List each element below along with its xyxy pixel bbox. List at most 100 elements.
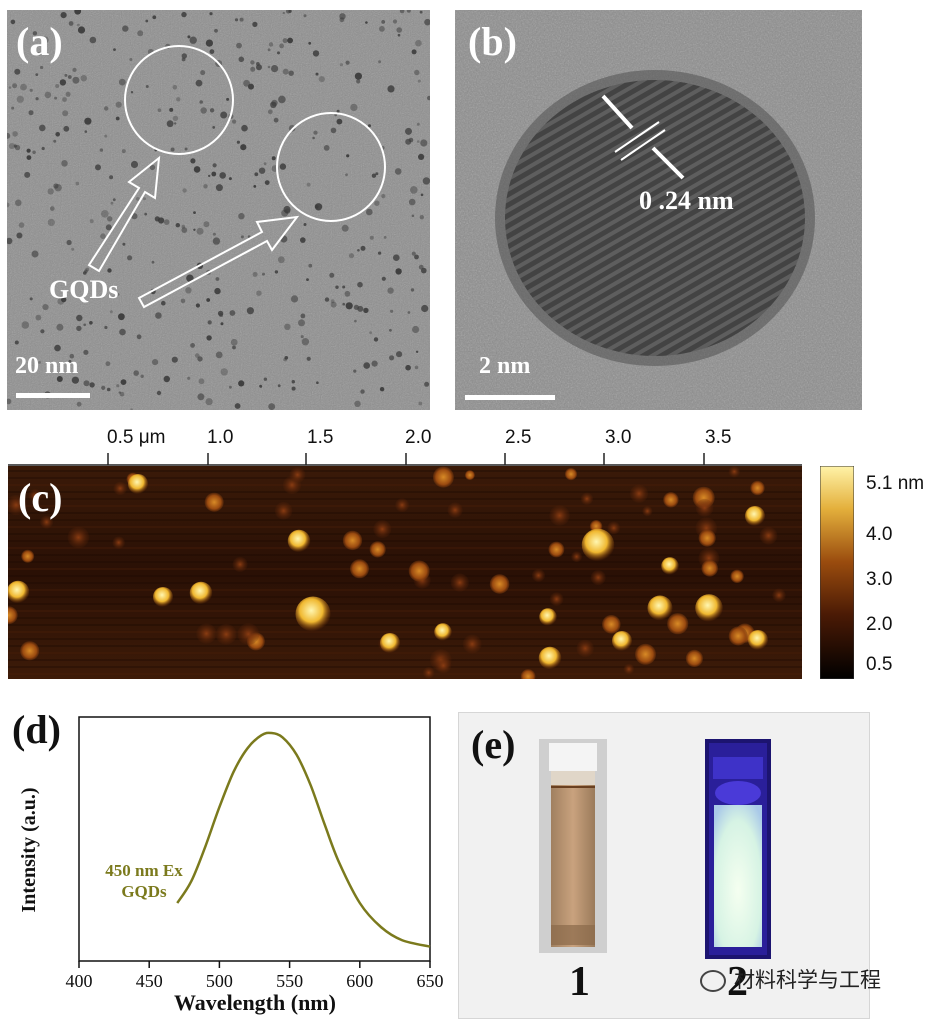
afm-particle: [685, 649, 704, 667]
cuvette-photos: [539, 739, 771, 959]
afm-particle: [576, 639, 594, 658]
afm-particle: [642, 506, 653, 517]
afm-particle: [289, 466, 306, 483]
afm-particle: [548, 541, 565, 558]
y-axis-label: Intensity (a.u.): [18, 787, 40, 912]
afm-particle: [204, 492, 224, 512]
afm-x-tick: 0.5 μm: [107, 427, 166, 448]
afm-particle: [750, 480, 765, 496]
watermark-text: 材料科学与工程: [734, 968, 881, 992]
afm-particle: [8, 580, 30, 604]
afm-particle: [395, 498, 409, 512]
afm-particle: [695, 594, 723, 622]
panel-label-e: (e): [471, 722, 516, 767]
lattice-spacing-label: 0 .24 nm: [639, 186, 734, 215]
afm-particle: [113, 481, 127, 496]
cuvette-daylight: [539, 739, 607, 953]
afm-particle: [748, 630, 768, 650]
legend-line-excitation: 450 nm Ex: [105, 861, 183, 880]
afm-particle: [623, 663, 635, 675]
afm-particle: [772, 588, 786, 602]
afm-x-tick: 2.5: [505, 427, 532, 448]
afm-particle: [520, 669, 536, 679]
afm-particle: [667, 613, 689, 635]
afm-particle: [538, 646, 562, 670]
watermark: 材料科学与工程: [700, 964, 881, 994]
afm-x-tick: 3.0: [605, 427, 632, 448]
afm-particle: [661, 557, 679, 575]
afm-particle: [695, 498, 714, 517]
afm-particle: [571, 551, 582, 563]
afm-particle: [232, 556, 248, 572]
highlight-circle: [276, 112, 386, 222]
afm-particle: [447, 502, 463, 518]
afm-particle: [287, 529, 311, 553]
x-tick-label: 600: [346, 971, 373, 991]
afm-particle: [434, 623, 452, 641]
x-tick-label: 400: [66, 971, 93, 991]
afm-x-tick: 3.5: [705, 427, 732, 448]
afm-particle: [112, 536, 125, 549]
afm-particle: [612, 631, 632, 651]
afm-particle: [196, 623, 217, 644]
afm-x-tick: 1.0: [207, 427, 234, 448]
arrow-icon: [87, 155, 300, 309]
afm-particle: [580, 492, 594, 505]
afm-particle: [369, 541, 386, 558]
afm-particle: [380, 633, 400, 653]
afm-particle: [629, 484, 649, 503]
afm-particle: [274, 502, 293, 520]
afm-x-tick: 2.0: [405, 427, 432, 448]
afm-x-axis: 0.5 μm 1.0 1.5 2.0 2.5 3.0 3.5: [0, 415, 820, 467]
afm-particle: [759, 526, 778, 545]
afm-particle: [647, 595, 673, 621]
afm-particle: [189, 581, 213, 605]
colorbar-tick: 0.5: [866, 654, 893, 675]
cuvette-2-label: 2: [727, 959, 748, 1005]
tem-image-a: [7, 10, 430, 410]
scale-bar-a: [16, 393, 90, 398]
afm-particle: [549, 592, 564, 606]
panel-label-c: (c): [18, 475, 63, 520]
afm-particle: [295, 596, 331, 632]
afm-particle: [435, 657, 452, 674]
colorbar-tick: 4.0: [866, 524, 893, 545]
cuvette-1-label: 1: [569, 959, 590, 1005]
afm-particle: [728, 466, 740, 478]
panel-label-b: (b): [468, 19, 517, 64]
afm-colorbar: [820, 466, 854, 679]
afm-particle: [462, 634, 482, 654]
x-tick-label: 550: [276, 971, 303, 991]
afm-particle: [701, 560, 718, 577]
tem-image-panel-a: (a) GQDs 20 nm: [7, 10, 430, 410]
colorbar-tick: 2.0: [866, 614, 893, 635]
x-tick-label: 450: [136, 971, 163, 991]
panel-label-d: (d): [12, 707, 61, 752]
afm-particle: [698, 529, 716, 547]
wechat-icon: [700, 970, 726, 992]
afm-particle: [373, 520, 392, 539]
afm-particle: [590, 570, 606, 586]
afm-particle: [549, 505, 570, 526]
afm-particle: [663, 492, 679, 508]
afm-particle: [153, 587, 173, 607]
afm-particle: [215, 623, 237, 645]
afm-particle: [489, 574, 510, 594]
afm-particle: [635, 643, 656, 665]
afm-particle: [8, 494, 27, 516]
afm-particle: [342, 530, 363, 551]
pl-emission-series: [176, 731, 431, 948]
gqds-annotation: GQDs: [49, 275, 119, 304]
lattice-spacing-marker: [601, 94, 685, 180]
scale-bar-label-a: 20 nm: [15, 353, 79, 379]
colorbar-tick: 3.0: [866, 569, 893, 590]
panel-label-a: (a): [16, 19, 63, 64]
afm-particle: [20, 641, 40, 661]
cuvette-photo-panel-e: (e) 1 2: [458, 712, 870, 1019]
afm-particle: [422, 667, 435, 679]
afm-particle: [745, 506, 765, 526]
afm-particle: [464, 470, 475, 481]
pl-spectrum-chart: 400 450 500 550 600 650 Intensity (a.u.) Wave…: [18, 716, 444, 1015]
scale-bar-b: [465, 395, 555, 400]
pl-spectrum-panel-d: 400 450 500 550 600 650 Intensity (a.u.) Wave…: [0, 700, 450, 1023]
